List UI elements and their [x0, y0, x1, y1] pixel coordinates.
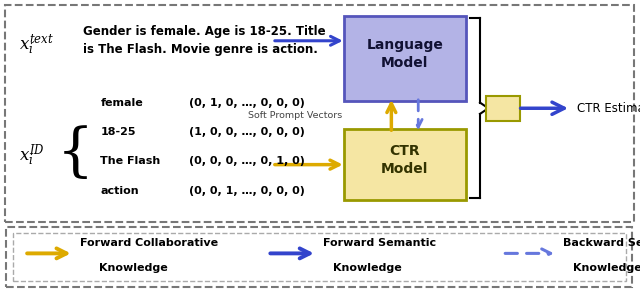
Text: Knowledge: Knowledge	[573, 263, 640, 274]
Text: (0, 1, 0, …, 0, 0, 0): (0, 1, 0, …, 0, 0, 0)	[189, 97, 305, 108]
Text: Soft Prompt Vectors: Soft Prompt Vectors	[248, 111, 342, 120]
Text: Gender is female. Age is 18-25. Title
is The Flash. Movie genre is action.: Gender is female. Age is 18-25. Title is…	[83, 25, 326, 56]
FancyBboxPatch shape	[5, 5, 634, 222]
Text: action: action	[100, 186, 139, 196]
Text: Backward Semantic: Backward Semantic	[563, 238, 640, 248]
FancyBboxPatch shape	[13, 233, 626, 281]
FancyBboxPatch shape	[344, 129, 466, 200]
Text: {: {	[57, 127, 94, 182]
Text: Knowledge: Knowledge	[333, 263, 401, 274]
FancyBboxPatch shape	[344, 16, 466, 101]
Text: Forward Semantic: Forward Semantic	[323, 238, 436, 248]
Text: (1, 0, 0, …, 0, 0, 0): (1, 0, 0, …, 0, 0, 0)	[189, 127, 305, 137]
Text: 18-25: 18-25	[100, 127, 136, 137]
FancyBboxPatch shape	[486, 96, 520, 121]
Text: (0, 0, 1, …, 0, 0, 0): (0, 0, 1, …, 0, 0, 0)	[189, 186, 305, 196]
Text: Knowledge: Knowledge	[99, 263, 168, 274]
Text: (0, 0, 0, …, 0, 1, 0): (0, 0, 0, …, 0, 1, 0)	[189, 156, 305, 166]
Text: Forward Collaborative: Forward Collaborative	[80, 238, 218, 248]
Text: $x_i^{text}$: $x_i^{text}$	[19, 33, 54, 57]
Text: Language
Model: Language Model	[366, 38, 444, 70]
Text: $x_i^{ID}$: $x_i^{ID}$	[19, 142, 45, 169]
Text: CTR Estimation: CTR Estimation	[577, 102, 640, 115]
FancyBboxPatch shape	[6, 227, 632, 287]
Text: female: female	[100, 97, 143, 108]
Text: The Flash: The Flash	[100, 156, 161, 166]
Text: CTR
Model: CTR Model	[381, 144, 429, 176]
